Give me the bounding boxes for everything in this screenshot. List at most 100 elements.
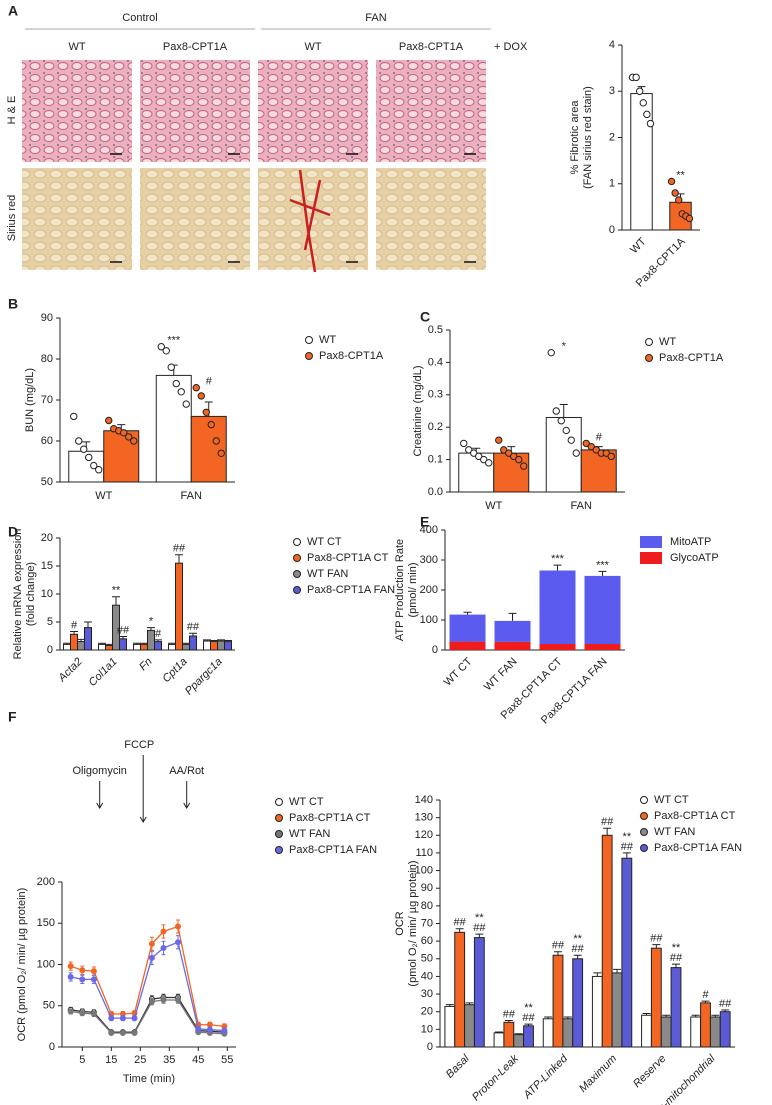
- legend-marker: [645, 338, 653, 346]
- injection-arrow: [139, 755, 147, 823]
- data-point: [90, 461, 98, 470]
- data-point: [485, 459, 493, 467]
- legend-label: WT FAN: [289, 828, 330, 840]
- error-bar: [63, 642, 71, 645]
- data-point: [192, 384, 200, 392]
- bar: [217, 640, 225, 651]
- bar: [175, 562, 183, 651]
- error-bar: [140, 642, 148, 645]
- legend-label: Pax8-CPT1A: [319, 350, 384, 362]
- error-bar: [508, 612, 517, 621]
- marker: [131, 1029, 138, 1036]
- error-bar: [189, 632, 197, 636]
- y-axis-label: BUN (mg/dL): [24, 368, 36, 432]
- y-tick-label: 10: [421, 1023, 433, 1035]
- data-point: [582, 439, 590, 448]
- y-tick-label: 80: [41, 353, 53, 365]
- y-tick-label: 15: [41, 560, 53, 572]
- significance-label: **: [676, 169, 685, 181]
- error-bar: [203, 639, 211, 642]
- data-point: [632, 73, 640, 82]
- x-tick-label: 45: [192, 1054, 204, 1066]
- bar: [147, 629, 155, 651]
- data-point: [120, 429, 128, 437]
- legend-marker: [640, 812, 648, 820]
- data-point: [75, 437, 83, 445]
- significance-label: ***: [596, 559, 610, 571]
- error-bar: [691, 1014, 700, 1018]
- y-tick-label: 90: [41, 312, 53, 324]
- data-point: [592, 446, 600, 454]
- x-tick-label: ATP-Linked: [521, 1052, 571, 1102]
- y-axis-label: (pmol O₂/ min/ µg protein): [407, 860, 419, 986]
- significance-label: **: [672, 942, 681, 954]
- marker: [108, 1015, 115, 1022]
- line: [70, 941, 225, 1032]
- y-tick-label: 300: [420, 554, 438, 566]
- data-point: [70, 412, 78, 421]
- bar: [660, 1016, 672, 1048]
- bar: [503, 1021, 515, 1048]
- error-bar: [563, 1016, 572, 1019]
- y-tick-label: 0: [49, 1041, 55, 1053]
- marker: [131, 1015, 138, 1022]
- x-tick-label: Acta2: [56, 656, 85, 685]
- bar: [552, 954, 564, 1048]
- significance-label: *: [562, 341, 567, 353]
- data-point: [646, 119, 655, 128]
- micrograph: [22, 168, 132, 270]
- injection-arrow: [96, 781, 104, 809]
- y-tick-label: 50: [41, 476, 53, 488]
- significance-label: **: [524, 1002, 533, 1014]
- y-tick-label: 70: [41, 394, 53, 406]
- y-axis-label: % Fibrotic area: [569, 100, 581, 175]
- bar: [210, 641, 218, 651]
- error-bar: [168, 642, 176, 645]
- data-point: [202, 408, 210, 416]
- error-bar: [524, 1023, 533, 1026]
- data-point: [567, 436, 575, 444]
- bar: [105, 645, 113, 651]
- data-point: [162, 347, 170, 355]
- significance-label: **: [573, 933, 582, 945]
- y-tick-label: 60: [41, 435, 53, 447]
- data-point: [636, 87, 644, 95]
- marker: [79, 1010, 86, 1017]
- legend-label: WT FAN: [307, 568, 348, 580]
- y-tick-label: 80: [421, 900, 433, 912]
- error-bar: [662, 1014, 671, 1018]
- data-point: [557, 417, 565, 425]
- significance-label: ##: [454, 917, 467, 929]
- legend-label: WT CT: [289, 796, 324, 808]
- legend-swatch: [640, 536, 662, 548]
- significance-label: ##: [187, 621, 200, 633]
- significance-label: ##: [522, 1012, 535, 1024]
- x-tick-label: FAN: [181, 490, 202, 502]
- legend-marker: [275, 814, 283, 822]
- micrograph: [258, 60, 368, 162]
- y-tick-label: 1: [609, 178, 615, 190]
- legend-label: WT CT: [654, 794, 689, 806]
- error-bar: [504, 1020, 513, 1023]
- error-bar: [463, 611, 472, 615]
- error-bar: [495, 1031, 503, 1033]
- legend-label: WT: [319, 334, 336, 346]
- panel-label: A: [8, 3, 18, 19]
- data-point: [552, 407, 560, 415]
- y-tick-label: 2: [609, 131, 615, 143]
- bar: [133, 643, 141, 651]
- marker: [175, 996, 181, 1003]
- bar: [591, 975, 603, 1048]
- data-point: [671, 189, 679, 197]
- injection-arrow: [183, 781, 191, 809]
- micrograph: [140, 168, 250, 270]
- data-point: [172, 379, 180, 388]
- error-bar: [622, 852, 631, 859]
- bar-segment: [494, 620, 531, 642]
- y-tick-label: 200: [420, 584, 438, 596]
- significance-label: ##: [650, 933, 663, 945]
- bar: [63, 643, 71, 651]
- significance-label: ##: [503, 1008, 516, 1020]
- row-label: Sirius red: [6, 195, 18, 241]
- marker: [67, 1008, 74, 1015]
